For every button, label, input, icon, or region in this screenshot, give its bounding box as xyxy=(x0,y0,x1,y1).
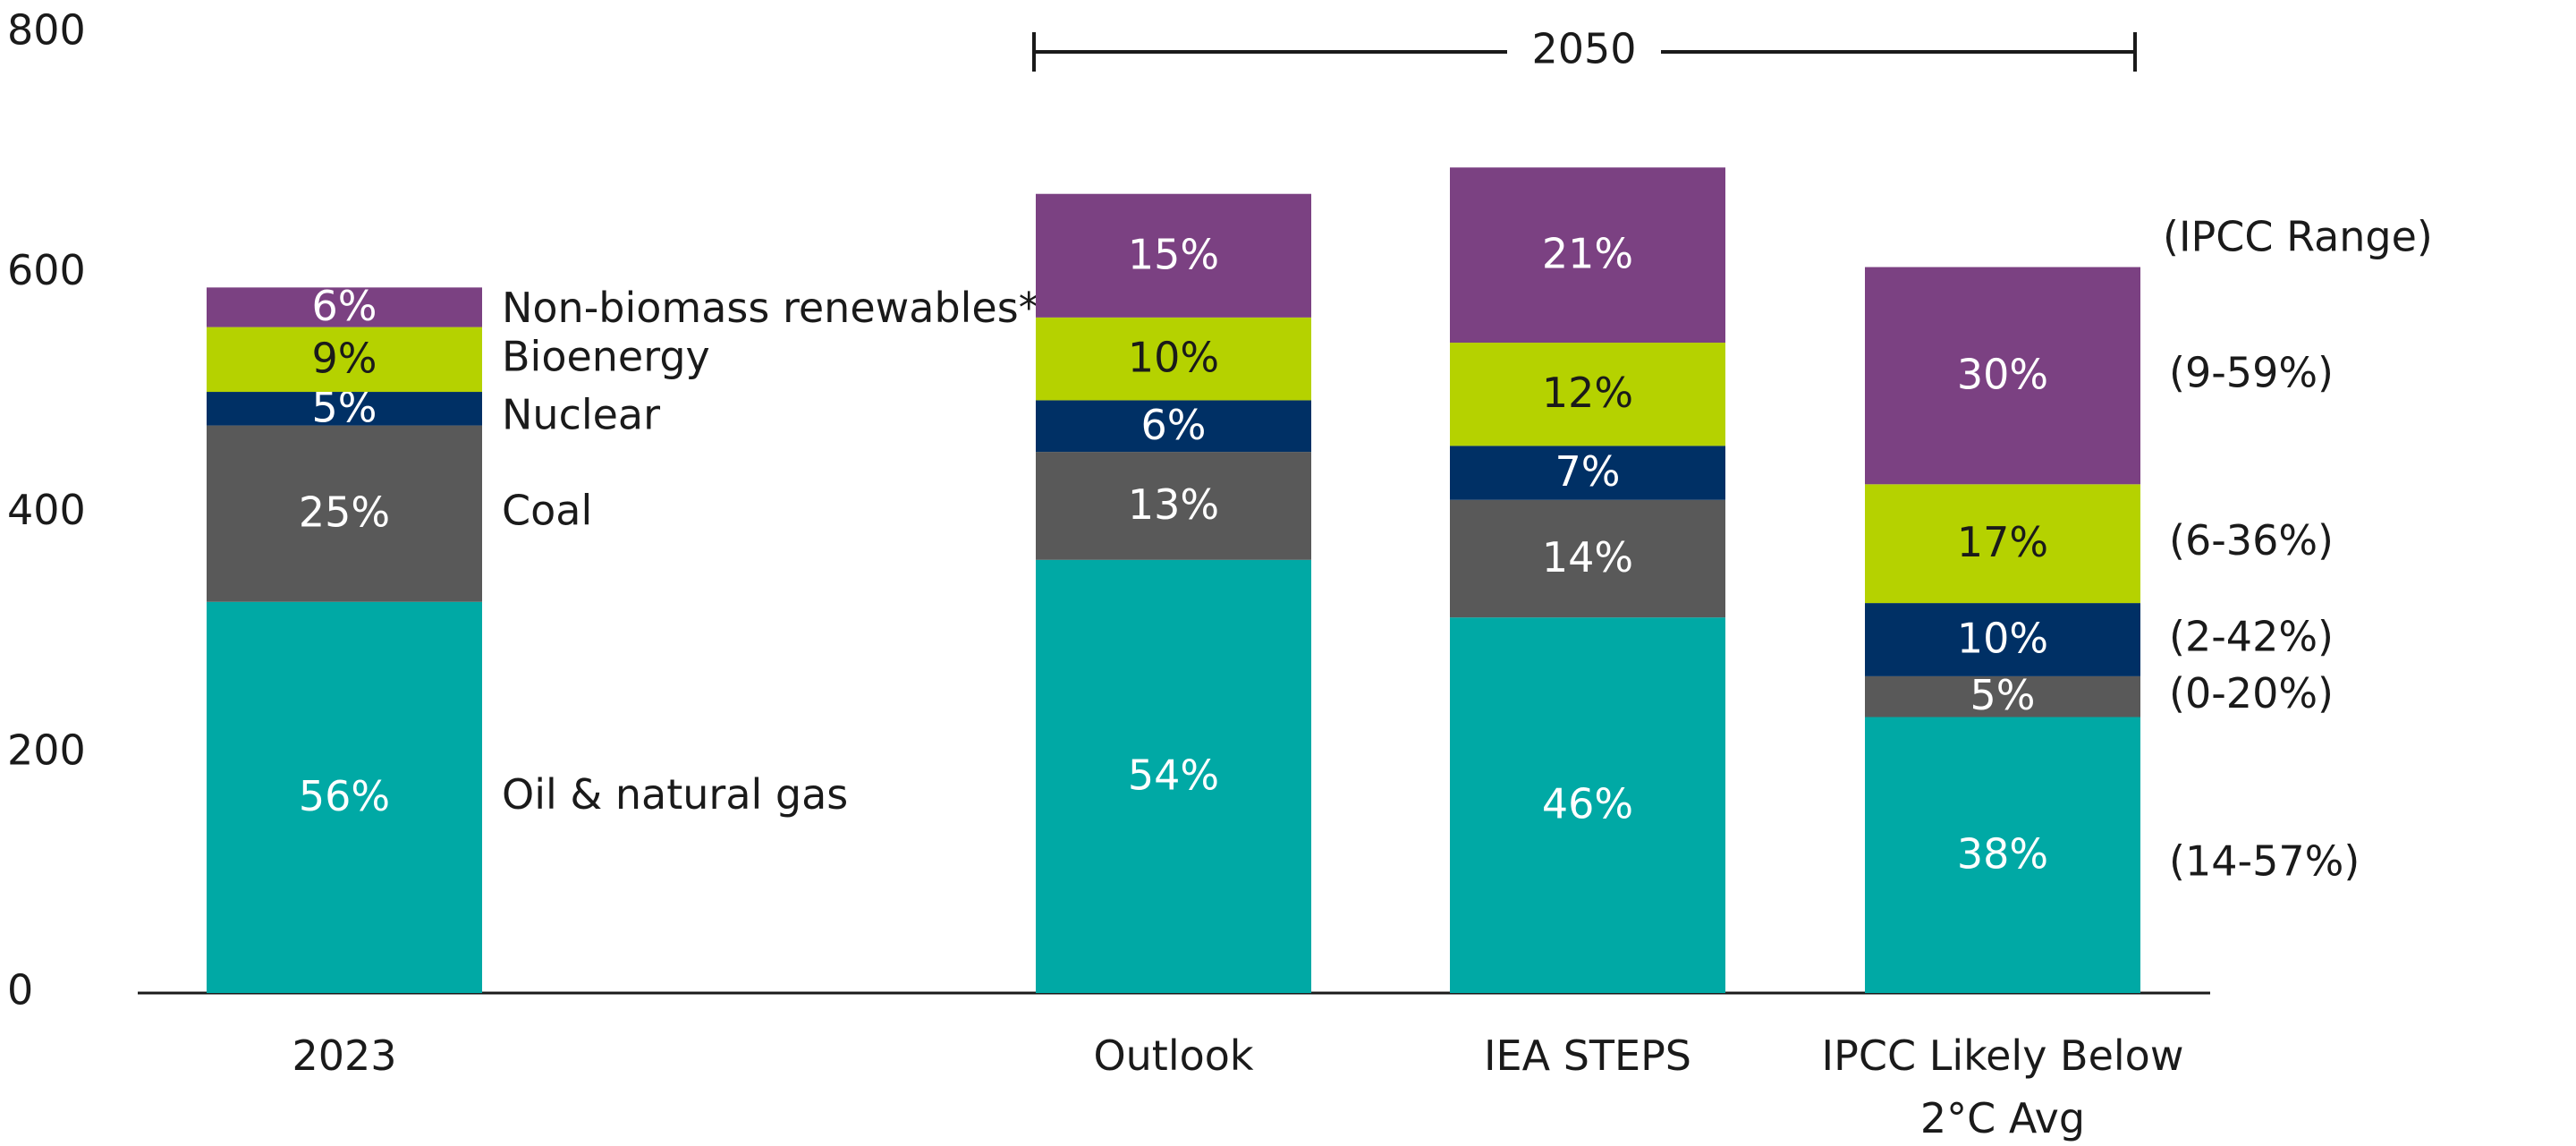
x-tick-label: 2023 xyxy=(292,1031,397,1080)
group-label: 2050 xyxy=(1531,25,1636,73)
value-label: 56% xyxy=(299,772,390,820)
bar-segment xyxy=(1036,559,1311,993)
value-label: 6% xyxy=(1141,401,1207,449)
x-tick-label-box: IEA STEPS xyxy=(1483,1031,1692,1080)
value-label: 25% xyxy=(299,488,390,537)
value-label: 17% xyxy=(1957,518,2048,566)
legend-label: Nuclear xyxy=(502,390,660,438)
range-label: (0-20%) xyxy=(2169,669,2334,717)
range-label: (6-36%) xyxy=(2169,516,2334,565)
bar-segment xyxy=(1865,484,2140,604)
value-label: 6% xyxy=(312,282,377,330)
value-label: 13% xyxy=(1128,480,1219,529)
bar-segment xyxy=(1036,452,1311,560)
value-label: 5% xyxy=(1970,671,2036,719)
value-label: 9% xyxy=(312,334,377,382)
y-tick-label: 600 xyxy=(7,246,86,294)
bar-segment xyxy=(207,327,482,393)
value-label: 54% xyxy=(1128,751,1219,799)
bar-segment xyxy=(207,287,482,327)
range-label: (2-42%) xyxy=(2169,613,2334,661)
x-tick-label: Outlook xyxy=(1093,1031,1254,1080)
x-tick-label: IEA STEPS xyxy=(1483,1031,1692,1080)
bar-segment xyxy=(1450,617,1725,993)
bar-segment xyxy=(207,392,482,426)
bar-segment xyxy=(1036,317,1311,401)
x-tick-label-box: IPCC Likely Below 2°C Avg xyxy=(1821,1031,2184,1142)
x-tick-label: IPCC Likely Below 2°C Avg xyxy=(1821,1031,2184,1142)
range-title: (IPCC Range) xyxy=(2163,213,2433,261)
bar-segment xyxy=(1450,167,1725,344)
bar-segment xyxy=(1865,603,2140,676)
value-label: 21% xyxy=(1542,230,1633,278)
legend-label: Non-biomass renewables* xyxy=(502,284,1039,332)
bar-segment xyxy=(1450,446,1725,500)
value-label: 15% xyxy=(1128,230,1219,278)
value-label: 10% xyxy=(1128,334,1219,382)
bar-segment xyxy=(1865,267,2140,485)
value-label: 30% xyxy=(1957,350,2048,398)
value-label: 12% xyxy=(1542,369,1633,417)
value-label: 46% xyxy=(1542,780,1633,828)
bar-segment xyxy=(207,425,482,602)
bar-segment xyxy=(207,601,482,993)
y-tick-label: 200 xyxy=(7,726,86,774)
bar-segment xyxy=(1036,400,1311,453)
value-label: 7% xyxy=(1555,447,1621,496)
legend-label: Bioenergy xyxy=(502,332,710,380)
y-tick-label: 400 xyxy=(7,486,86,534)
legend-label: Coal xyxy=(502,487,592,535)
bar-segment xyxy=(1036,193,1311,318)
legend-label: Oil & natural gas xyxy=(502,770,848,819)
bar-segment xyxy=(1450,343,1725,446)
range-label: (14-57%) xyxy=(2169,836,2360,885)
x-tick-label-box: Outlook xyxy=(1093,1031,1254,1080)
value-label: 14% xyxy=(1542,533,1633,581)
x-tick-label-box: 2023 xyxy=(292,1031,397,1080)
value-label: 38% xyxy=(1957,829,2048,878)
bar-segment xyxy=(1450,499,1725,618)
bar-segment xyxy=(1865,717,2140,993)
y-tick-label: 800 xyxy=(7,6,86,55)
y-tick-label: 0 xyxy=(7,966,33,1014)
value-label: 10% xyxy=(1957,615,2048,663)
range-label: (9-59%) xyxy=(2169,348,2334,396)
bar-segment xyxy=(1865,675,2140,717)
